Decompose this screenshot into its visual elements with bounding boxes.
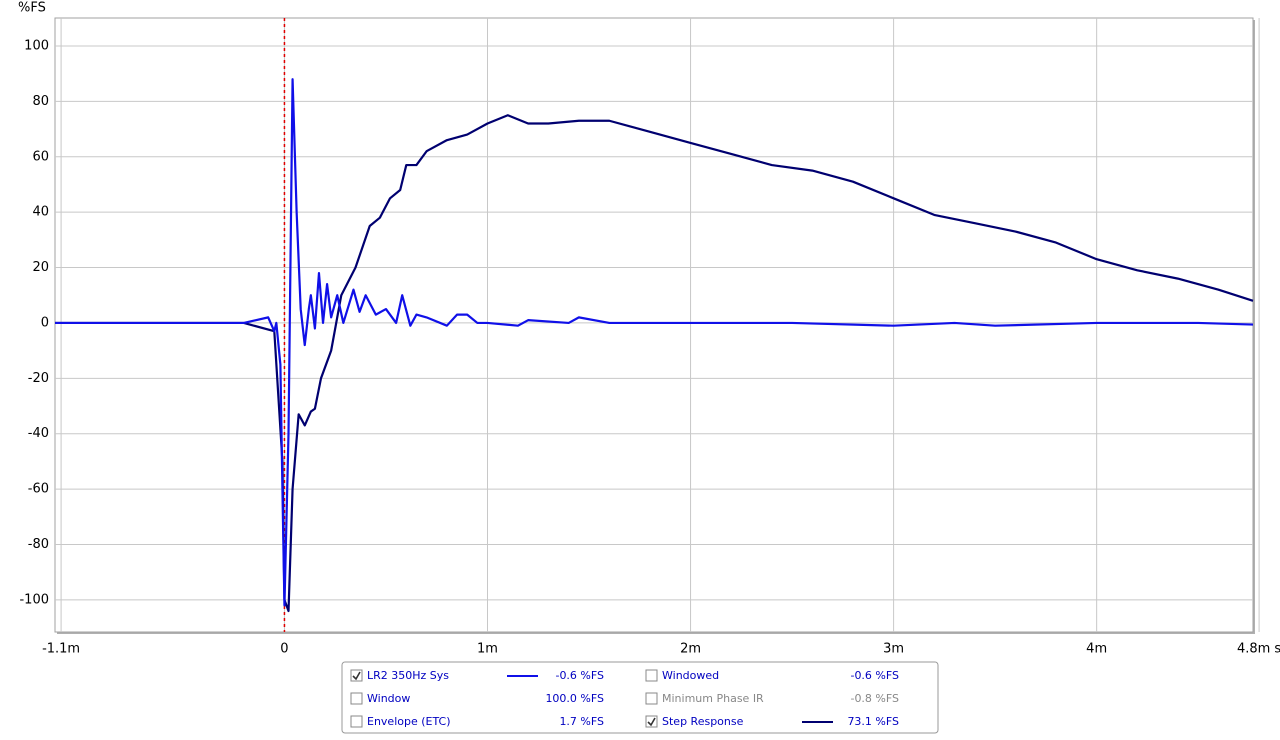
- check-mark: [647, 717, 656, 727]
- y-tick-label: 20: [32, 260, 49, 275]
- y-axis-label: %FS: [18, 1, 46, 16]
- y-tick-label: 60: [32, 149, 49, 164]
- legend-label: Windowed: [662, 669, 719, 682]
- checkbox[interactable]: [350, 669, 363, 682]
- y-tick-label: -20: [28, 371, 49, 386]
- y-tick-label: -60: [28, 482, 49, 497]
- legend-readout: -0.6 %FS: [555, 669, 604, 682]
- legend-box: [341, 661, 939, 734]
- legend-label: Window: [367, 692, 410, 705]
- x-tick-label: 1m: [477, 642, 498, 657]
- x-tick-label: 2m: [680, 642, 701, 657]
- checkbox[interactable]: [645, 715, 658, 728]
- x-tick-label: 3m: [883, 642, 904, 657]
- legend-readout: -0.6 %FS: [850, 669, 899, 682]
- legend-label: LR2 350Hz Sys: [367, 669, 449, 682]
- y-tick-label: -80: [28, 537, 49, 552]
- y-tick-label: -40: [28, 426, 49, 441]
- legend-label: Step Response: [662, 715, 744, 728]
- y-tick-label: 100: [24, 38, 49, 53]
- series-line: [55, 114, 1254, 613]
- legend-readout: 73.1 %FS: [847, 715, 899, 728]
- plot-area: [54, 17, 1254, 633]
- legend-label: Envelope (ETC): [367, 715, 451, 728]
- x-tick-label: 4m: [1086, 642, 1107, 657]
- legend-label: Minimum Phase IR: [662, 692, 764, 705]
- legend-readout: 1.7 %FS: [559, 715, 604, 728]
- y-tick-label: 80: [32, 94, 49, 109]
- checkbox[interactable]: [645, 669, 658, 682]
- y-tick-label: -100: [19, 592, 49, 607]
- legend-readout: -0.8 %FS: [850, 692, 899, 705]
- checkbox[interactable]: [350, 692, 363, 705]
- legend: LR2 350Hz Sys -0.6 %FS Window 100.0 %FS Enve…: [341, 661, 939, 734]
- x-tick-label: -1.1m: [42, 642, 80, 657]
- checkbox[interactable]: [350, 715, 363, 728]
- check-mark: [352, 671, 361, 681]
- checkbox[interactable]: [645, 692, 658, 705]
- x-tick-label: 0: [280, 642, 288, 657]
- legend-readout: 100.0 %FS: [545, 692, 604, 705]
- y-tick-label: 0: [41, 315, 49, 330]
- y-tick-label: 40: [32, 205, 49, 220]
- x-tick-label: 4.8m s: [1237, 642, 1280, 657]
- series-line: [55, 78, 1254, 607]
